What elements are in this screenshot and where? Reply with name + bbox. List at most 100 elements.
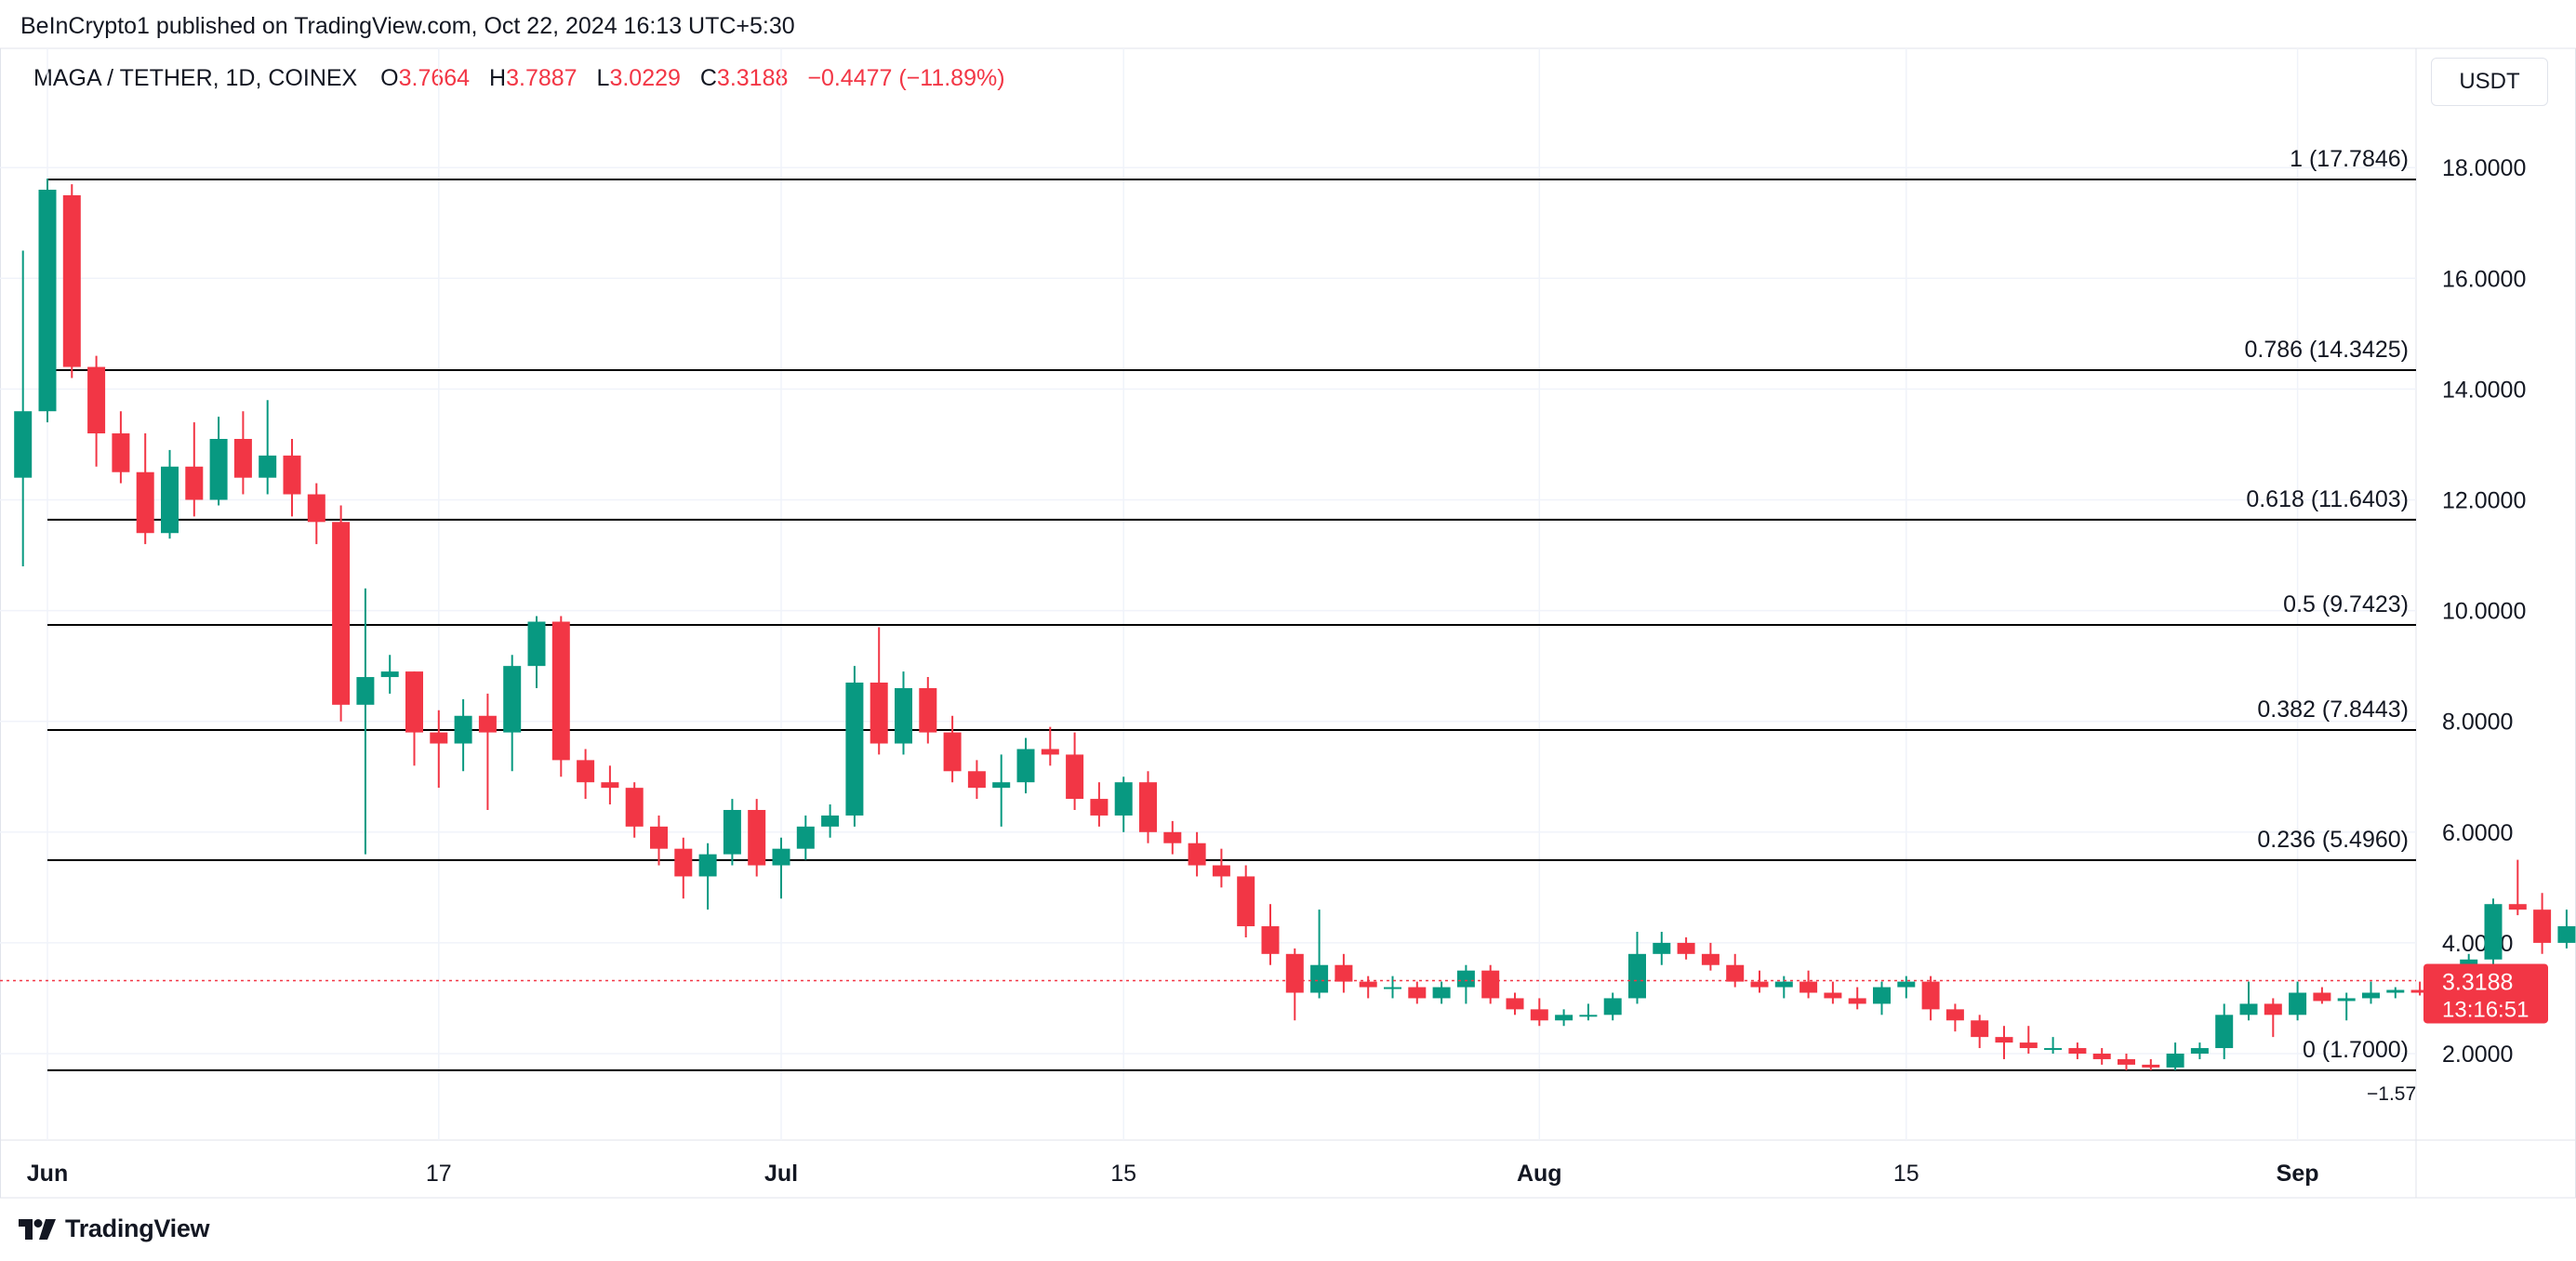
candle-body[interactable] <box>1261 926 1280 954</box>
candle-body[interactable] <box>1555 1015 1573 1021</box>
candle-body[interactable] <box>625 788 644 827</box>
candle-body[interactable] <box>1774 981 1793 988</box>
candle-body[interactable] <box>895 687 912 744</box>
candle-body[interactable] <box>2557 926 2576 943</box>
candle-body[interactable] <box>2386 989 2405 993</box>
candle-body[interactable] <box>2533 909 2552 943</box>
candle-body[interactable] <box>87 366 106 434</box>
candle-body[interactable] <box>1677 942 1695 954</box>
candle-body[interactable] <box>307 494 325 523</box>
candle-body[interactable] <box>1995 1037 2013 1043</box>
candle-body[interactable] <box>967 771 986 789</box>
candle-body[interactable] <box>38 190 57 412</box>
candle-body[interactable] <box>870 683 888 744</box>
candle-body[interactable] <box>1188 843 1206 866</box>
candle-body[interactable] <box>1824 992 1842 999</box>
candle-body[interactable] <box>723 809 741 855</box>
candle-body[interactable] <box>796 826 815 849</box>
candle-body[interactable] <box>1384 987 1401 989</box>
candle-body[interactable] <box>1971 1020 1989 1038</box>
candle-body[interactable] <box>1897 981 1916 988</box>
candle-body[interactable] <box>1750 981 1769 988</box>
candle-body[interactable] <box>845 683 864 816</box>
candle-body[interactable] <box>1701 953 1720 965</box>
candle-body[interactable] <box>1237 876 1255 927</box>
candle-body[interactable] <box>1432 987 1451 999</box>
candle-body[interactable] <box>1066 754 1084 800</box>
candle-body[interactable] <box>992 782 1011 789</box>
candle-body[interactable] <box>1481 970 1500 999</box>
candle-body[interactable] <box>1506 998 1524 1010</box>
candle-body[interactable] <box>380 671 399 678</box>
candle-body[interactable] <box>1799 981 1818 993</box>
candle-body[interactable] <box>650 826 668 849</box>
candle-body[interactable] <box>601 782 619 789</box>
candle-body[interactable] <box>1603 998 1622 1015</box>
candle-body[interactable] <box>478 715 497 733</box>
candle-body[interactable] <box>2239 1003 2258 1015</box>
candle-body[interactable] <box>2264 1003 2282 1015</box>
candle-body[interactable] <box>209 438 228 500</box>
candle-body[interactable] <box>2068 1048 2087 1054</box>
candle-body[interactable] <box>2484 904 2503 960</box>
candle-body[interactable] <box>1579 1015 1598 1017</box>
candle-body[interactable] <box>2313 992 2331 1002</box>
candle-body[interactable] <box>527 621 546 667</box>
candle-body[interactable] <box>2190 1048 2209 1054</box>
candle-body[interactable] <box>1310 964 1329 993</box>
candle-body[interactable] <box>503 666 522 733</box>
candle-body[interactable] <box>1285 953 1304 993</box>
candle-body[interactable] <box>1359 981 1377 988</box>
candle-body[interactable] <box>259 455 277 478</box>
candle-body[interactable] <box>1628 953 1646 999</box>
candle-body[interactable] <box>674 848 693 877</box>
candle-body[interactable] <box>2410 989 2429 993</box>
candle-body[interactable] <box>430 732 448 744</box>
candle-body[interactable] <box>2019 1042 2038 1049</box>
candle-body[interactable] <box>2362 992 2380 999</box>
candle-body[interactable] <box>551 621 570 761</box>
candle-body[interactable] <box>2118 1058 2135 1065</box>
candle-body[interactable] <box>1016 749 1035 783</box>
candle-body[interactable] <box>2215 1015 2234 1049</box>
tradingview-logo[interactable]: TradingView <box>19 1215 210 1243</box>
candle-body[interactable] <box>2044 1048 2063 1051</box>
candle-body[interactable] <box>2142 1064 2160 1068</box>
candle-body[interactable] <box>454 715 472 744</box>
candle-body[interactable] <box>2337 998 2356 1002</box>
candle-body[interactable] <box>405 671 423 733</box>
candle-body[interactable] <box>1139 782 1157 832</box>
candle-body[interactable] <box>1114 782 1133 816</box>
candle-body[interactable] <box>332 522 351 705</box>
candle-body[interactable] <box>2289 992 2307 1015</box>
candle-body[interactable] <box>577 760 595 783</box>
candle-body[interactable] <box>2508 904 2527 910</box>
candle-body[interactable] <box>748 809 766 866</box>
candle-body[interactable] <box>1212 865 1230 877</box>
candle-body[interactable] <box>1334 964 1353 982</box>
candle-body[interactable] <box>1456 970 1475 988</box>
candle-body[interactable] <box>112 433 130 472</box>
candle-body[interactable] <box>1945 1009 1964 1021</box>
candle-body[interactable] <box>356 677 375 705</box>
candle-body[interactable] <box>1408 987 1427 999</box>
candle-body[interactable] <box>283 455 301 495</box>
candle-body[interactable] <box>185 466 204 500</box>
candle-body[interactable] <box>233 438 252 478</box>
candle-body[interactable] <box>1530 1009 1548 1021</box>
candle-body[interactable] <box>2092 1054 2111 1059</box>
candle-body[interactable] <box>2166 1054 2184 1068</box>
currency-unit-button[interactable]: USDT <box>2431 58 2548 106</box>
symbol-title[interactable]: MAGA / TETHER, 1D, COINEX <box>33 65 358 91</box>
candle-body[interactable] <box>1873 987 1891 1004</box>
candle-body[interactable] <box>1921 981 1940 1010</box>
candle-body[interactable] <box>161 466 179 534</box>
candle-body[interactable] <box>1848 998 1866 1004</box>
candle-body[interactable] <box>1041 749 1059 755</box>
candle-body[interactable] <box>821 815 840 827</box>
candle-body[interactable] <box>1090 799 1109 816</box>
candle-body[interactable] <box>698 854 717 877</box>
candle-body[interactable] <box>1726 964 1745 982</box>
candle-body[interactable] <box>772 848 790 866</box>
